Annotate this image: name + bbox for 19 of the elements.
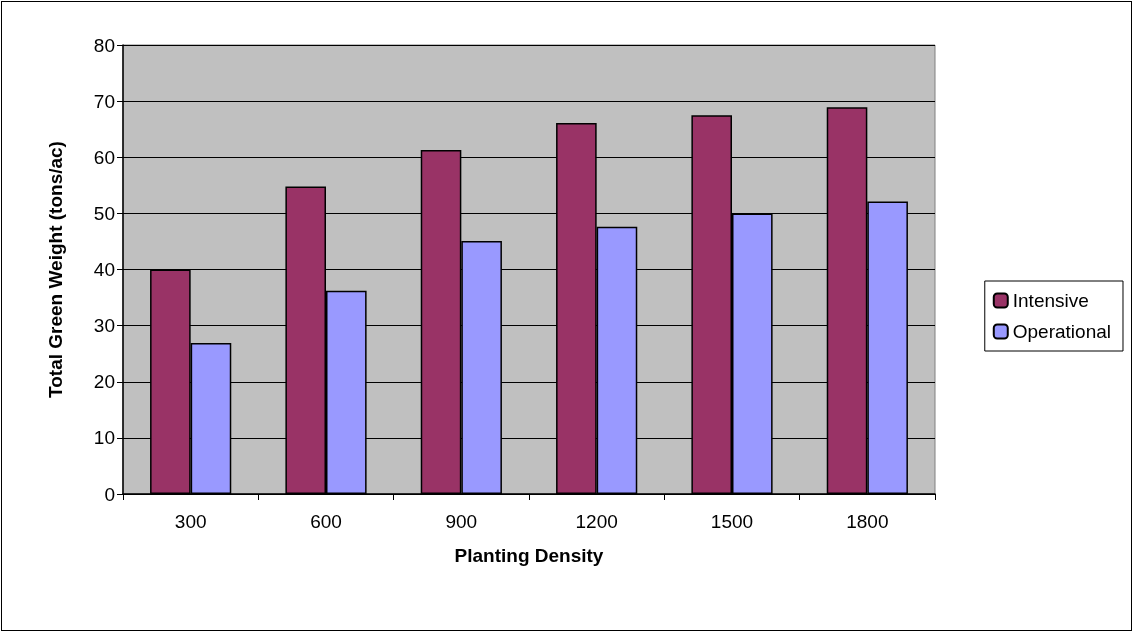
- legend-label: Operational: [1012, 321, 1112, 342]
- y-axis-title: Total Green Weight (tons/ac): [45, 141, 66, 398]
- x-tick-label: 1500: [710, 511, 754, 532]
- y-tick-label: 30: [93, 315, 115, 337]
- y-tick-label: 20: [93, 371, 115, 393]
- legend-label: Intensive: [1012, 290, 1089, 311]
- y-tick-label: 80: [93, 34, 115, 56]
- y-tick-label: 60: [93, 146, 115, 168]
- x-tick-label: 300: [174, 511, 207, 532]
- y-tick-label: 0: [104, 483, 115, 505]
- x-tick-label: 900: [445, 511, 478, 532]
- y-tick-label: 70: [93, 90, 115, 112]
- x-tick-label: 1200: [575, 511, 618, 532]
- x-axis-title: Planting Density: [454, 545, 604, 566]
- y-tick-label: 50: [93, 202, 115, 224]
- y-tick-label: 10: [93, 427, 115, 449]
- x-tick-label: 1800: [846, 511, 889, 532]
- y-tick-label: 40: [93, 259, 115, 280]
- x-tick-label: 600: [310, 511, 342, 532]
